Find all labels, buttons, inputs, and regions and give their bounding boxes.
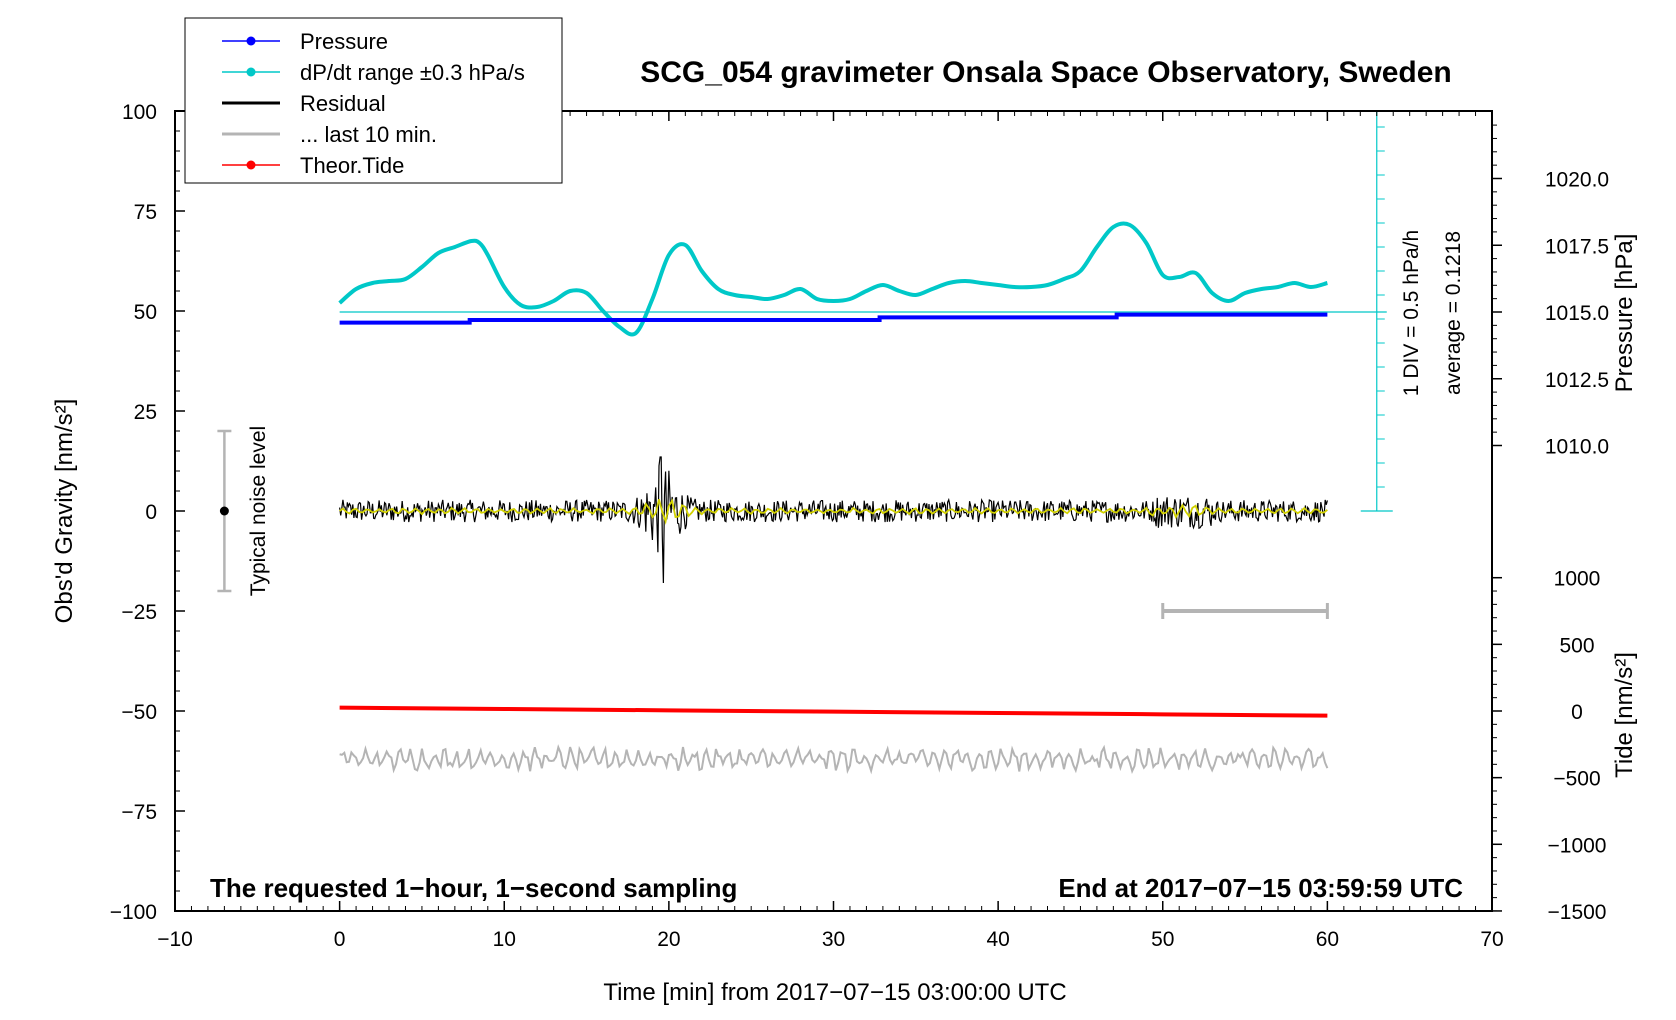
legend: Pressure dP/dt range ±0.3 hPa/s Residual..… <box>184 17 563 184</box>
tide-tick-label: −1500 <box>1548 901 1607 924</box>
y-tick-label: −100 <box>110 901 157 924</box>
y-axis-gravity: 100 75 50 25 0 −25 −50 −75 −100 <box>110 101 185 924</box>
noise-bar-center-dot <box>219 506 229 516</box>
y-axis-pressure: 1020.0 1017.5 1015.0 1012.5 1010.0 <box>1491 111 1609 459</box>
tide-tick-label: −1000 <box>1548 834 1607 857</box>
y-tick-label: 75 <box>134 201 157 224</box>
annotation-sampling: The requested 1−hour, 1−second sampling <box>210 873 737 903</box>
div-scale-label: 1 DIV = 0.5 hPa/h <box>1400 230 1423 396</box>
x-tick-label: 60 <box>1316 928 1339 951</box>
average-label: average = 0.1218 <box>1442 231 1465 395</box>
y-tick-label: 0 <box>145 501 157 524</box>
pressure-tick-label: 1017.5 <box>1545 235 1609 258</box>
legend-label: Theor.Tide <box>300 153 404 178</box>
legend-marker <box>246 160 256 170</box>
legend-label: Residual <box>300 91 386 116</box>
y-tick-label: −25 <box>121 601 157 624</box>
x-tick-label: 20 <box>657 928 680 951</box>
x-tick-label: 70 <box>1480 928 1503 951</box>
x-tick-label: −10 <box>157 928 193 951</box>
y-axis-label-pressure: Pressure [hPa] <box>1611 234 1638 393</box>
annotation-end-time: End at 2017−07−15 03:59:59 UTC <box>1058 873 1463 903</box>
dpdt-series-line <box>338 221 1328 337</box>
x-tick-label: 30 <box>822 928 845 951</box>
y-tick-label: 100 <box>122 101 157 124</box>
legend-box <box>184 17 563 184</box>
y-tick-label: −50 <box>121 701 157 724</box>
x-tick-label: 40 <box>986 928 1009 951</box>
x-axis-label: Time [min] from 2017−07−15 03:00:00 UTC <box>603 979 1066 1006</box>
pressure-tick-label: 1010.0 <box>1545 436 1609 459</box>
legend-label: dP/dt range ±0.3 hPa/s <box>300 60 525 85</box>
noise-level-label: Typical noise level <box>247 426 270 596</box>
last10-series-line <box>339 744 1329 775</box>
y-tick-label: 25 <box>134 401 157 424</box>
x-tick-label: 0 <box>334 928 346 951</box>
y-tick-label: −75 <box>121 801 157 824</box>
tide-tick-label: 0 <box>1571 701 1583 724</box>
x-axis: −10 0 10 20 30 40 50 60 70 <box>157 111 1504 951</box>
legend-marker <box>246 36 256 46</box>
residual-series-line <box>339 456 1328 584</box>
pressure-tick-label: 1012.5 <box>1545 369 1609 392</box>
x-tick-label: 10 <box>493 928 516 951</box>
tide-tick-label: −500 <box>1553 768 1600 791</box>
pressure-series-line <box>339 312 1328 325</box>
y-axis-tide: 1000 500 0 −500 −1000 −1500 <box>1491 568 1607 924</box>
x-tick-label: 50 <box>1151 928 1174 951</box>
tide-series-line <box>339 705 1328 718</box>
tide-tick-label: 1000 <box>1554 568 1601 591</box>
legend-marker <box>246 67 256 77</box>
legend-label: Pressure <box>300 29 388 54</box>
pressure-tick-label: 1020.0 <box>1545 169 1609 192</box>
y-axis-label-tide: Tide [nm/s²] <box>1611 652 1638 778</box>
tide-tick-label: 500 <box>1559 634 1594 657</box>
legend-label: ... last 10 min. <box>300 122 437 147</box>
y-tick-label: 50 <box>134 301 157 324</box>
residual-smoothed-line <box>339 498 1328 525</box>
chart-title: SCG_054 gravimeter Onsala Space Observat… <box>640 56 1452 89</box>
pressure-tick-label: 1015.0 <box>1545 302 1609 325</box>
y-axis-label-gravity: Obs'd Gravity [nm/s²] <box>51 399 78 624</box>
plot-layer <box>217 111 1393 775</box>
